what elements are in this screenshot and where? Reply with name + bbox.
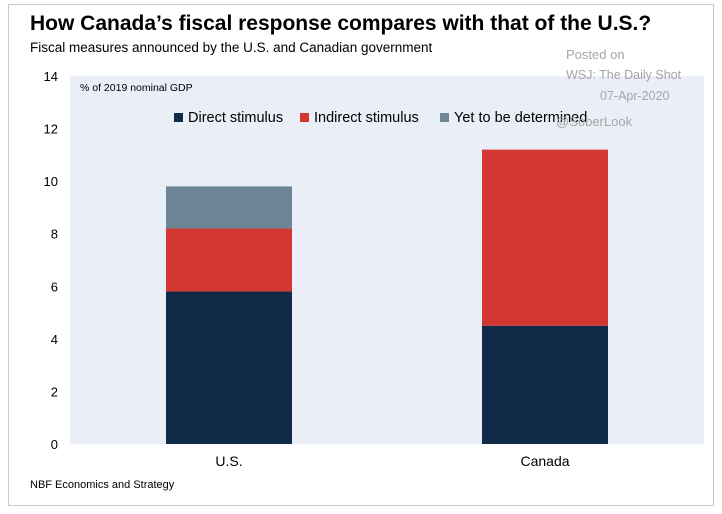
watermark-source: WSJ: The Daily Shot xyxy=(566,68,682,82)
y-tick-label: 8 xyxy=(51,227,58,242)
legend-swatch xyxy=(300,113,309,122)
x-tick-label: U.S. xyxy=(215,453,242,469)
y-tick-label: 4 xyxy=(51,332,58,347)
y-tick-label: 12 xyxy=(44,122,58,137)
legend-label: Yet to be determined xyxy=(454,110,587,126)
chart-title: How Canada’s fiscal response compares wi… xyxy=(30,12,652,35)
watermark-handle: @SoberLook xyxy=(556,114,633,129)
x-tick-label: Canada xyxy=(520,453,569,469)
y-tick-label: 10 xyxy=(44,174,58,189)
chart-subtitle: Fiscal measures announced by the U.S. an… xyxy=(30,40,433,55)
legend-label: Indirect stimulus xyxy=(314,110,419,126)
legend-label: Direct stimulus xyxy=(188,110,283,126)
y-tick-label: 2 xyxy=(51,384,58,399)
unit-label: % of 2019 nominal GDP xyxy=(80,82,193,94)
legend-swatch xyxy=(440,113,449,122)
bar-segment xyxy=(482,149,608,326)
y-tick-label: 14 xyxy=(44,69,58,84)
bar-segment xyxy=(482,325,608,444)
legend-swatch xyxy=(174,113,183,122)
bar-segment xyxy=(166,228,292,292)
watermark-posted-on: Posted on xyxy=(566,47,625,62)
watermark-date: 07-Apr-2020 xyxy=(600,89,670,103)
source-note: NBF Economics and Strategy xyxy=(30,479,175,491)
y-tick-label: 0 xyxy=(51,437,58,452)
y-tick-label: 6 xyxy=(51,279,58,294)
bar-segment xyxy=(166,186,292,229)
chart-frame xyxy=(8,4,714,506)
bar-segment xyxy=(166,291,292,444)
